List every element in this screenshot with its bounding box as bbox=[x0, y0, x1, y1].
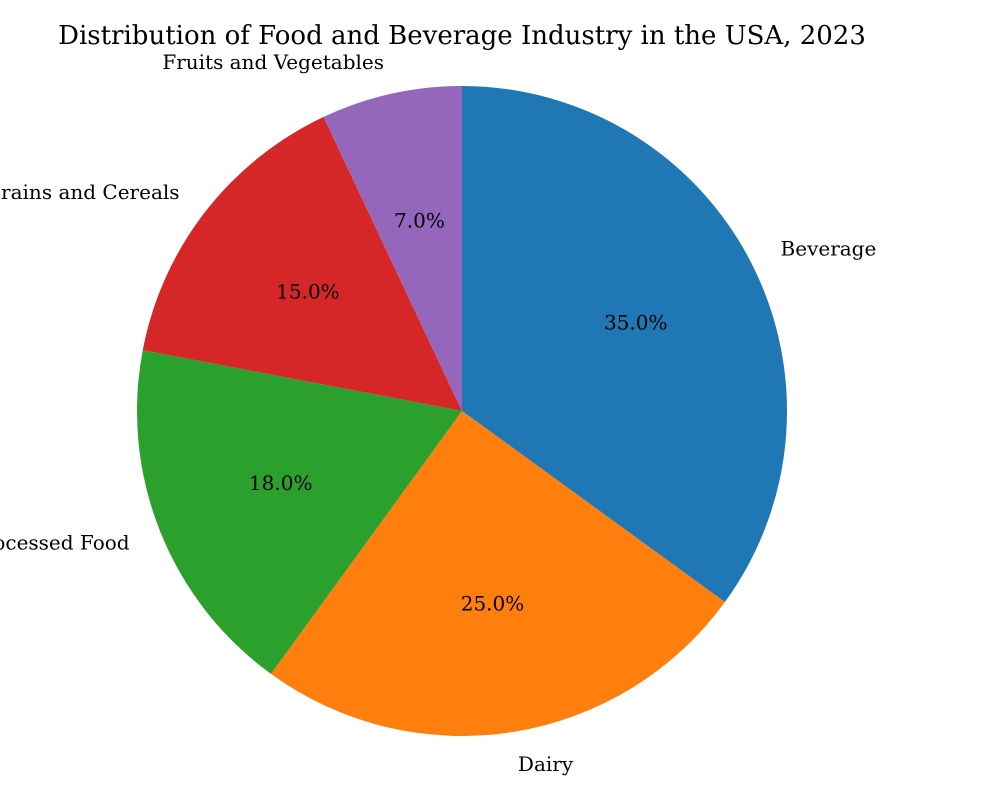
category-label-fruits-and-vegetables: Fruits and Vegetables bbox=[162, 50, 384, 74]
percent-label-beverage: 35.0% bbox=[604, 310, 668, 334]
pie-slice-grains-and-cereals bbox=[142, 116, 462, 411]
category-label-grains-and-cereals: Grains and Cereals bbox=[0, 180, 180, 204]
pie-slice-beverage bbox=[462, 86, 787, 603]
percent-labels: 35.0% 25.0% 18.0% 15.0% 7.0% bbox=[249, 209, 668, 616]
percent-label-fruits-and-vegetables: 7.0% bbox=[394, 209, 445, 233]
pie-slice-processed-food bbox=[136, 350, 462, 674]
category-labels: Beverage Dairy Processed Food Grains and Ce… bbox=[0, 50, 876, 776]
percent-label-grains-and-cereals: 15.0% bbox=[276, 279, 340, 303]
percent-label-processed-food: 18.0% bbox=[249, 471, 313, 495]
category-label-dairy: Dairy bbox=[518, 752, 574, 776]
chart-title: Distribution of Food and Beverage Indust… bbox=[58, 21, 866, 51]
pie-slice-dairy bbox=[270, 411, 725, 737]
category-label-beverage: Beverage bbox=[781, 237, 877, 261]
pie-slice-fruits-and-vegetables bbox=[323, 86, 462, 411]
percent-label-dairy: 25.0% bbox=[461, 592, 525, 616]
category-label-processed-food: Processed Food bbox=[0, 531, 130, 555]
pie-slices bbox=[136, 86, 787, 737]
